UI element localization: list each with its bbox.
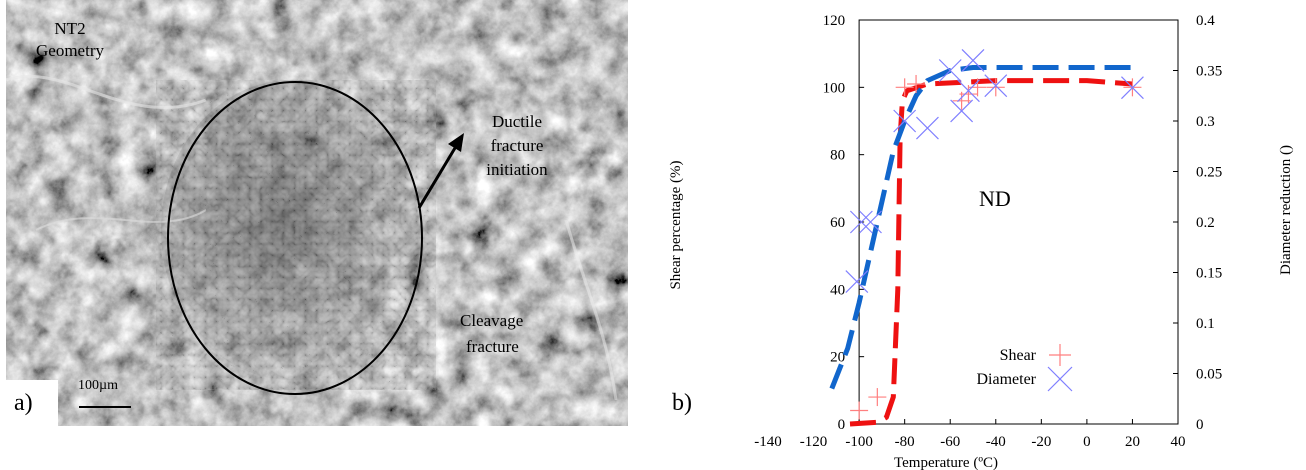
legend-label-diameter: Diameter [976, 371, 1036, 388]
ductile-label: Ductile fracture initiation [486, 112, 548, 179]
diameter-data-point [957, 79, 980, 103]
y-tick-label: 0 [838, 417, 846, 433]
y-tick-label: 100 [823, 80, 846, 96]
shear-data-point [868, 388, 887, 407]
x-tick-label: 0 [1083, 434, 1091, 450]
legend-marker-diameter [1047, 366, 1073, 392]
diameter-data-point [845, 270, 869, 294]
y-tick-label: 60 [830, 215, 845, 231]
shear-data-point [952, 91, 971, 110]
legend-marker-shear [1049, 344, 1071, 366]
y2-tick-label: 0.1 [1196, 316, 1215, 332]
legend-label-shear: Shear [1000, 347, 1037, 364]
x-tick-label: -80 [895, 434, 915, 450]
y-tick-label: 40 [830, 282, 845, 298]
x-tick-label: -100 [845, 434, 873, 450]
cleavage-label: Cleavage fracture [460, 311, 524, 356]
diameter-data-point [938, 59, 962, 82]
nd-annotation: ND [979, 186, 1011, 211]
diameter-data-point [950, 99, 974, 123]
y2-axis-label: Diameter reduction () [1278, 145, 1294, 275]
shear-data-point [907, 74, 926, 93]
panel-b-label: b) [672, 390, 692, 416]
shear-diameter-chart: -140 -120 -100 -80 -60 -40 -20 0 20 40 0 20 40 60 80 10… [668, 13, 1294, 470]
y2-tick-label: 0.25 [1196, 165, 1222, 181]
y-axis-label: Shear percentage (%) [668, 160, 684, 289]
y-tick-label: 80 [830, 148, 845, 164]
diameter-data-point [984, 74, 1008, 98]
x-tick-label: 40 [1171, 434, 1186, 450]
shear-data-point [959, 85, 978, 104]
y2-tick-label: 0.3 [1196, 114, 1215, 130]
fracture-micrograph [6, 0, 628, 426]
diameter-data-point [859, 210, 882, 234]
x-tick-label: -140 [754, 434, 782, 450]
diameter-data-point [893, 109, 917, 133]
diameter-data-point [961, 48, 985, 72]
shear-data-point [850, 401, 869, 420]
y2-tick-label: 0.35 [1196, 64, 1222, 80]
diameter-data-point [916, 116, 939, 140]
y2-tick-label: 0.4 [1196, 13, 1215, 29]
fit-curve-diameter [829, 65, 1137, 390]
x-tick-label: 20 [1125, 434, 1140, 450]
y-tick-label: 120 [823, 13, 846, 29]
scale-bar-label: 100µm [78, 378, 118, 393]
y2-tick-label: 0.2 [1196, 215, 1215, 231]
shear-data-point [986, 78, 1005, 97]
y2-tick-label: 0.15 [1196, 266, 1222, 282]
x-axis-label: Temperature (ºC) [894, 455, 998, 470]
diameter-data-point [1121, 76, 1144, 100]
y-tick-label: 20 [830, 350, 845, 366]
x-tick-label: -60 [940, 434, 960, 450]
geometry-label: NT2 Geometry [36, 19, 104, 60]
x-tick-label: -120 [800, 434, 828, 450]
y2-tick-label: 0 [1196, 417, 1204, 433]
diameter-data-point [849, 210, 873, 234]
x-tick-label: -20 [1031, 434, 1051, 450]
y2-tick-label: 0.05 [1196, 367, 1222, 383]
x-tick-label: -40 [986, 434, 1006, 450]
shear-data-point [895, 78, 914, 97]
initiation-ellipse [167, 81, 423, 395]
initiation-arrow [417, 142, 460, 209]
panel-a-label: a) [14, 390, 33, 416]
